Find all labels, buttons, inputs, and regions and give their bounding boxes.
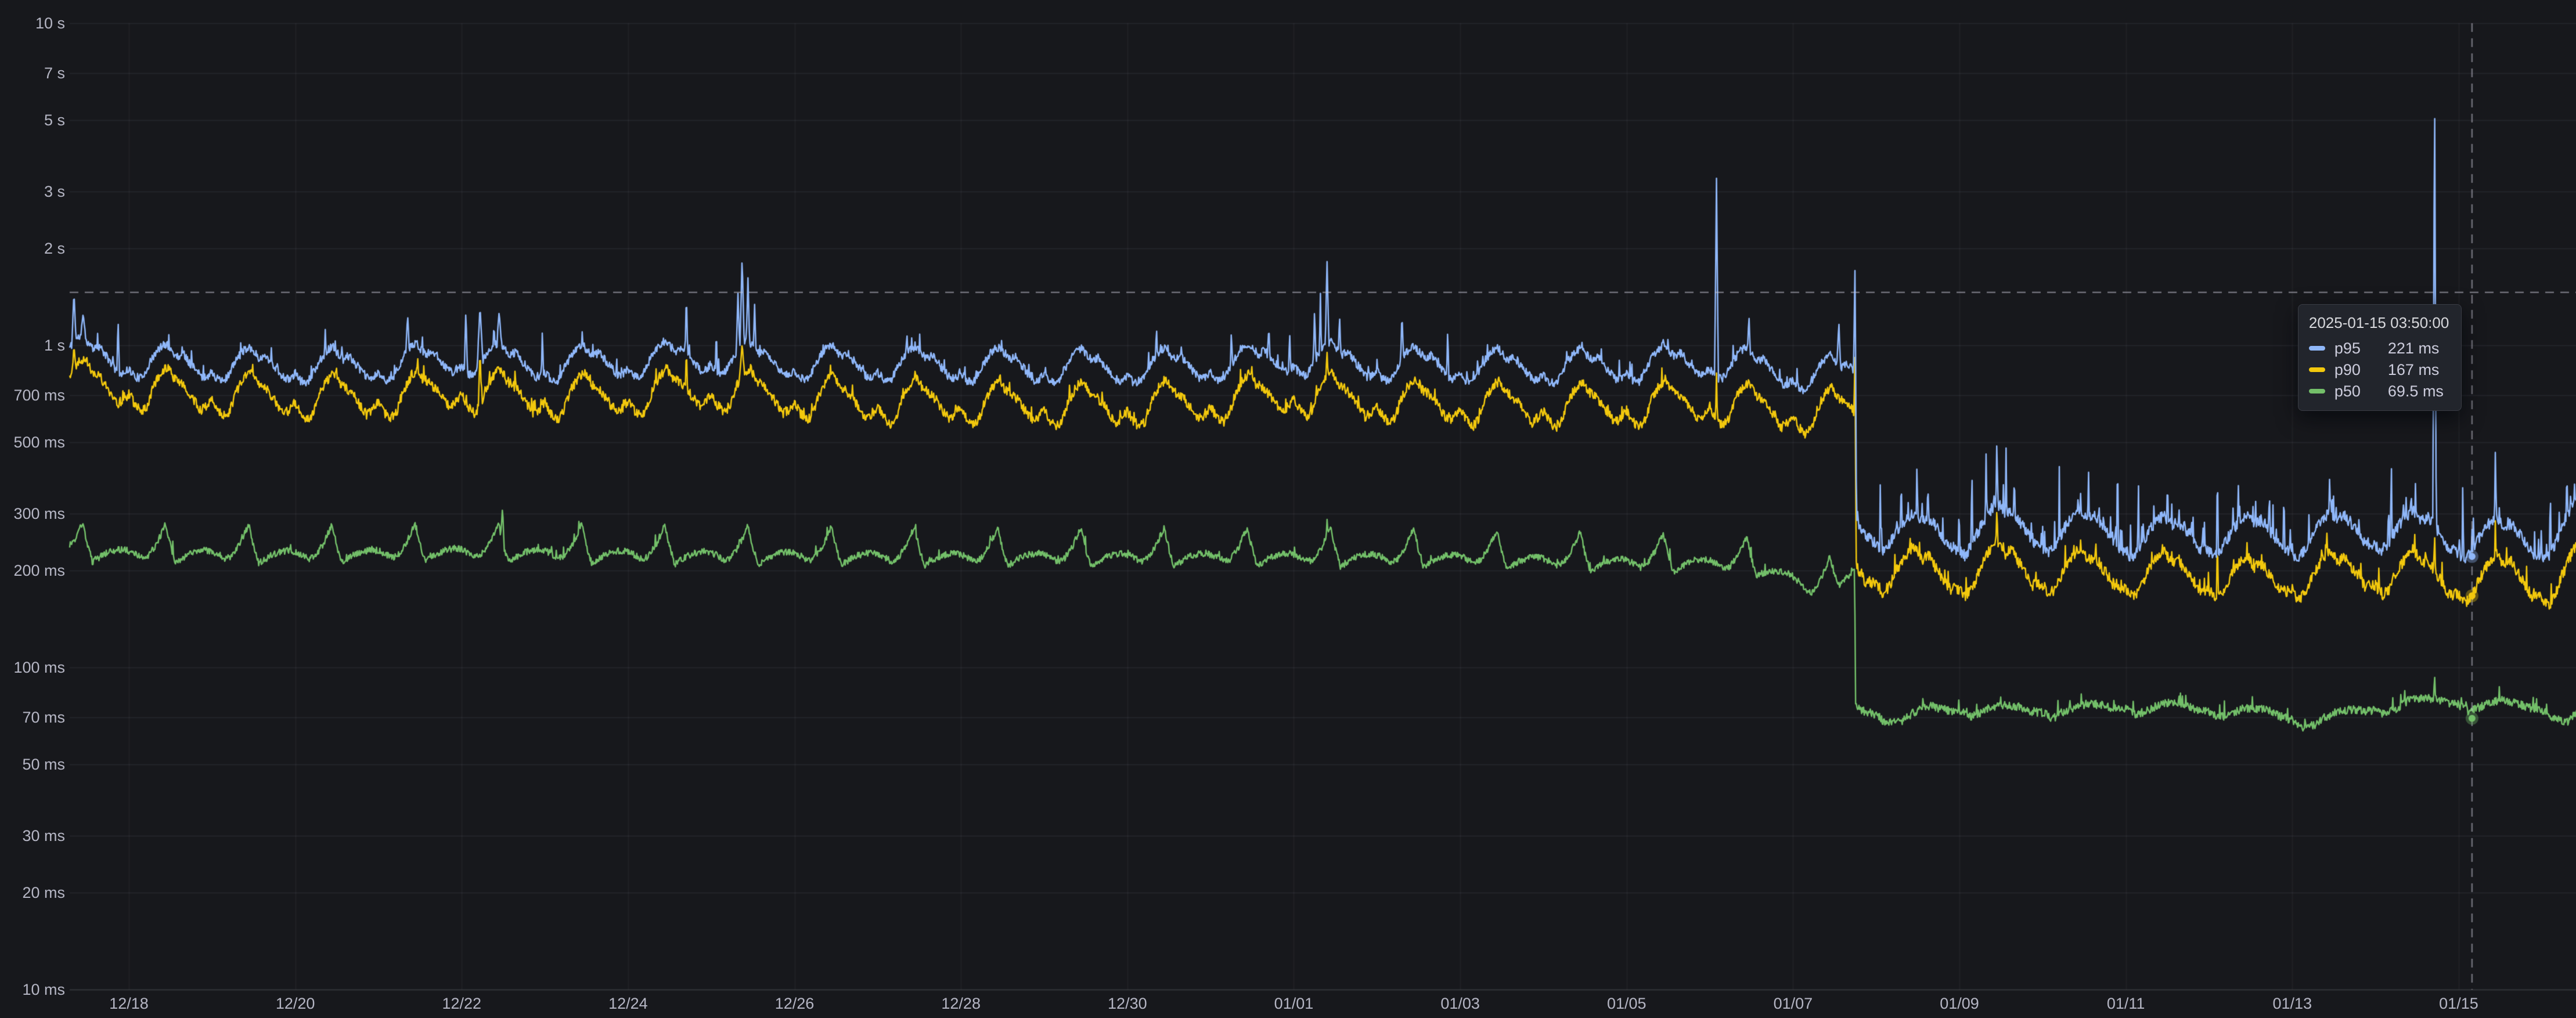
x-axis-tick-label: 01/11	[2106, 995, 2145, 1012]
x-axis-tick-label: 12/22	[442, 995, 482, 1012]
p95-series-swatch	[2308, 346, 2325, 351]
p95-series-label: p95	[2334, 339, 2361, 357]
y-axis-tick-label: 200 ms	[13, 561, 65, 579]
p50-series-label: p50	[2334, 382, 2361, 400]
x-axis-tick-label: 01/03	[1440, 995, 1480, 1012]
p95-series-value: 221 ms	[2387, 339, 2440, 357]
y-axis-tick-label: 10 ms	[22, 981, 65, 998]
y-axis-tick-label: 7 s	[44, 64, 65, 82]
p50-series-swatch	[2308, 389, 2325, 394]
y-axis-tick-label: 2 s	[44, 239, 65, 257]
y-axis-tick-label: 5 s	[44, 111, 65, 129]
x-axis-tick-label: 12/20	[275, 995, 315, 1012]
chart-tooltip: 2025-01-15 03:50:00 p95 221 ms p90 167 m…	[2297, 304, 2462, 411]
tooltip-row-p50: p50 69.5 ms	[2308, 381, 2452, 402]
y-axis-tick-label: 3 s	[44, 183, 65, 201]
x-axis-tick-label: 12/28	[941, 995, 981, 1012]
y-axis-tick-label: 700 ms	[13, 386, 65, 404]
tooltip-row-p90: p90 167 ms	[2308, 359, 2452, 381]
y-axis-tick-label: 30 ms	[22, 827, 65, 845]
y-axis-tick-label: 500 ms	[13, 434, 65, 452]
y-axis-tick-label: 20 ms	[22, 883, 65, 901]
x-axis-tick-label: 01/13	[2272, 995, 2312, 1012]
x-axis-tick-label: 01/09	[1940, 995, 1979, 1012]
x-axis-tick-label: 01/01	[1274, 995, 1314, 1012]
p90-series-label: p90	[2334, 360, 2361, 378]
p90-series-value: 167 ms	[2387, 360, 2440, 378]
x-axis-tick-label: 01/15	[2439, 995, 2478, 1012]
p90-series-swatch	[2308, 367, 2325, 373]
x-axis-tick-label: 12/18	[109, 995, 149, 1012]
y-axis-tick-label: 70 ms	[22, 708, 65, 726]
x-axis-tick-label: 12/24	[608, 995, 648, 1012]
x-axis-tick-label: 01/07	[1773, 995, 1813, 1012]
y-axis-tick-label: 1 s	[44, 337, 65, 354]
y-axis-tick-label: 50 ms	[22, 756, 65, 774]
y-axis-tick-label: 100 ms	[13, 659, 65, 676]
x-axis-tick-label: 01/05	[1606, 995, 1647, 1012]
x-axis-tick-label: 12/26	[774, 995, 815, 1012]
tooltip-timestamp: 2025-01-15 03:50:00	[2308, 313, 2449, 331]
p50-series-value: 69.5 ms	[2387, 382, 2444, 400]
x-axis-tick-label: 12/30	[1108, 995, 1147, 1012]
tooltip-row-p95: p95 221 ms	[2308, 338, 2452, 359]
y-axis-tick-label: 10 s	[35, 15, 65, 32]
y-axis-tick-label: 300 ms	[13, 505, 65, 523]
